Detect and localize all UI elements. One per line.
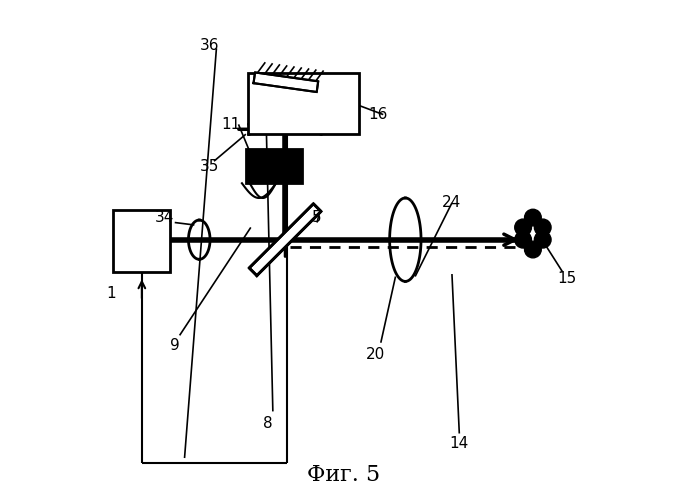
Text: 24: 24: [442, 196, 462, 211]
Text: Фиг. 5: Фиг. 5: [308, 464, 380, 486]
Text: 11: 11: [222, 117, 241, 132]
Circle shape: [515, 232, 531, 248]
Text: 9: 9: [170, 338, 180, 353]
Text: 5: 5: [312, 210, 322, 225]
Text: 35: 35: [200, 159, 219, 174]
Circle shape: [535, 232, 551, 248]
Polygon shape: [254, 72, 319, 92]
Text: 34: 34: [155, 210, 175, 225]
FancyBboxPatch shape: [248, 73, 358, 134]
Polygon shape: [249, 204, 321, 275]
Circle shape: [524, 209, 541, 226]
Text: 16: 16: [369, 107, 388, 122]
Text: 14: 14: [450, 436, 469, 451]
Text: 15: 15: [558, 271, 577, 286]
Circle shape: [535, 219, 551, 236]
Circle shape: [524, 241, 541, 258]
FancyBboxPatch shape: [246, 149, 302, 183]
Text: 20: 20: [366, 347, 385, 362]
FancyBboxPatch shape: [114, 210, 170, 271]
Text: 8: 8: [263, 416, 272, 431]
Circle shape: [515, 219, 531, 236]
Text: 1: 1: [106, 286, 116, 301]
Text: 36: 36: [200, 38, 219, 53]
